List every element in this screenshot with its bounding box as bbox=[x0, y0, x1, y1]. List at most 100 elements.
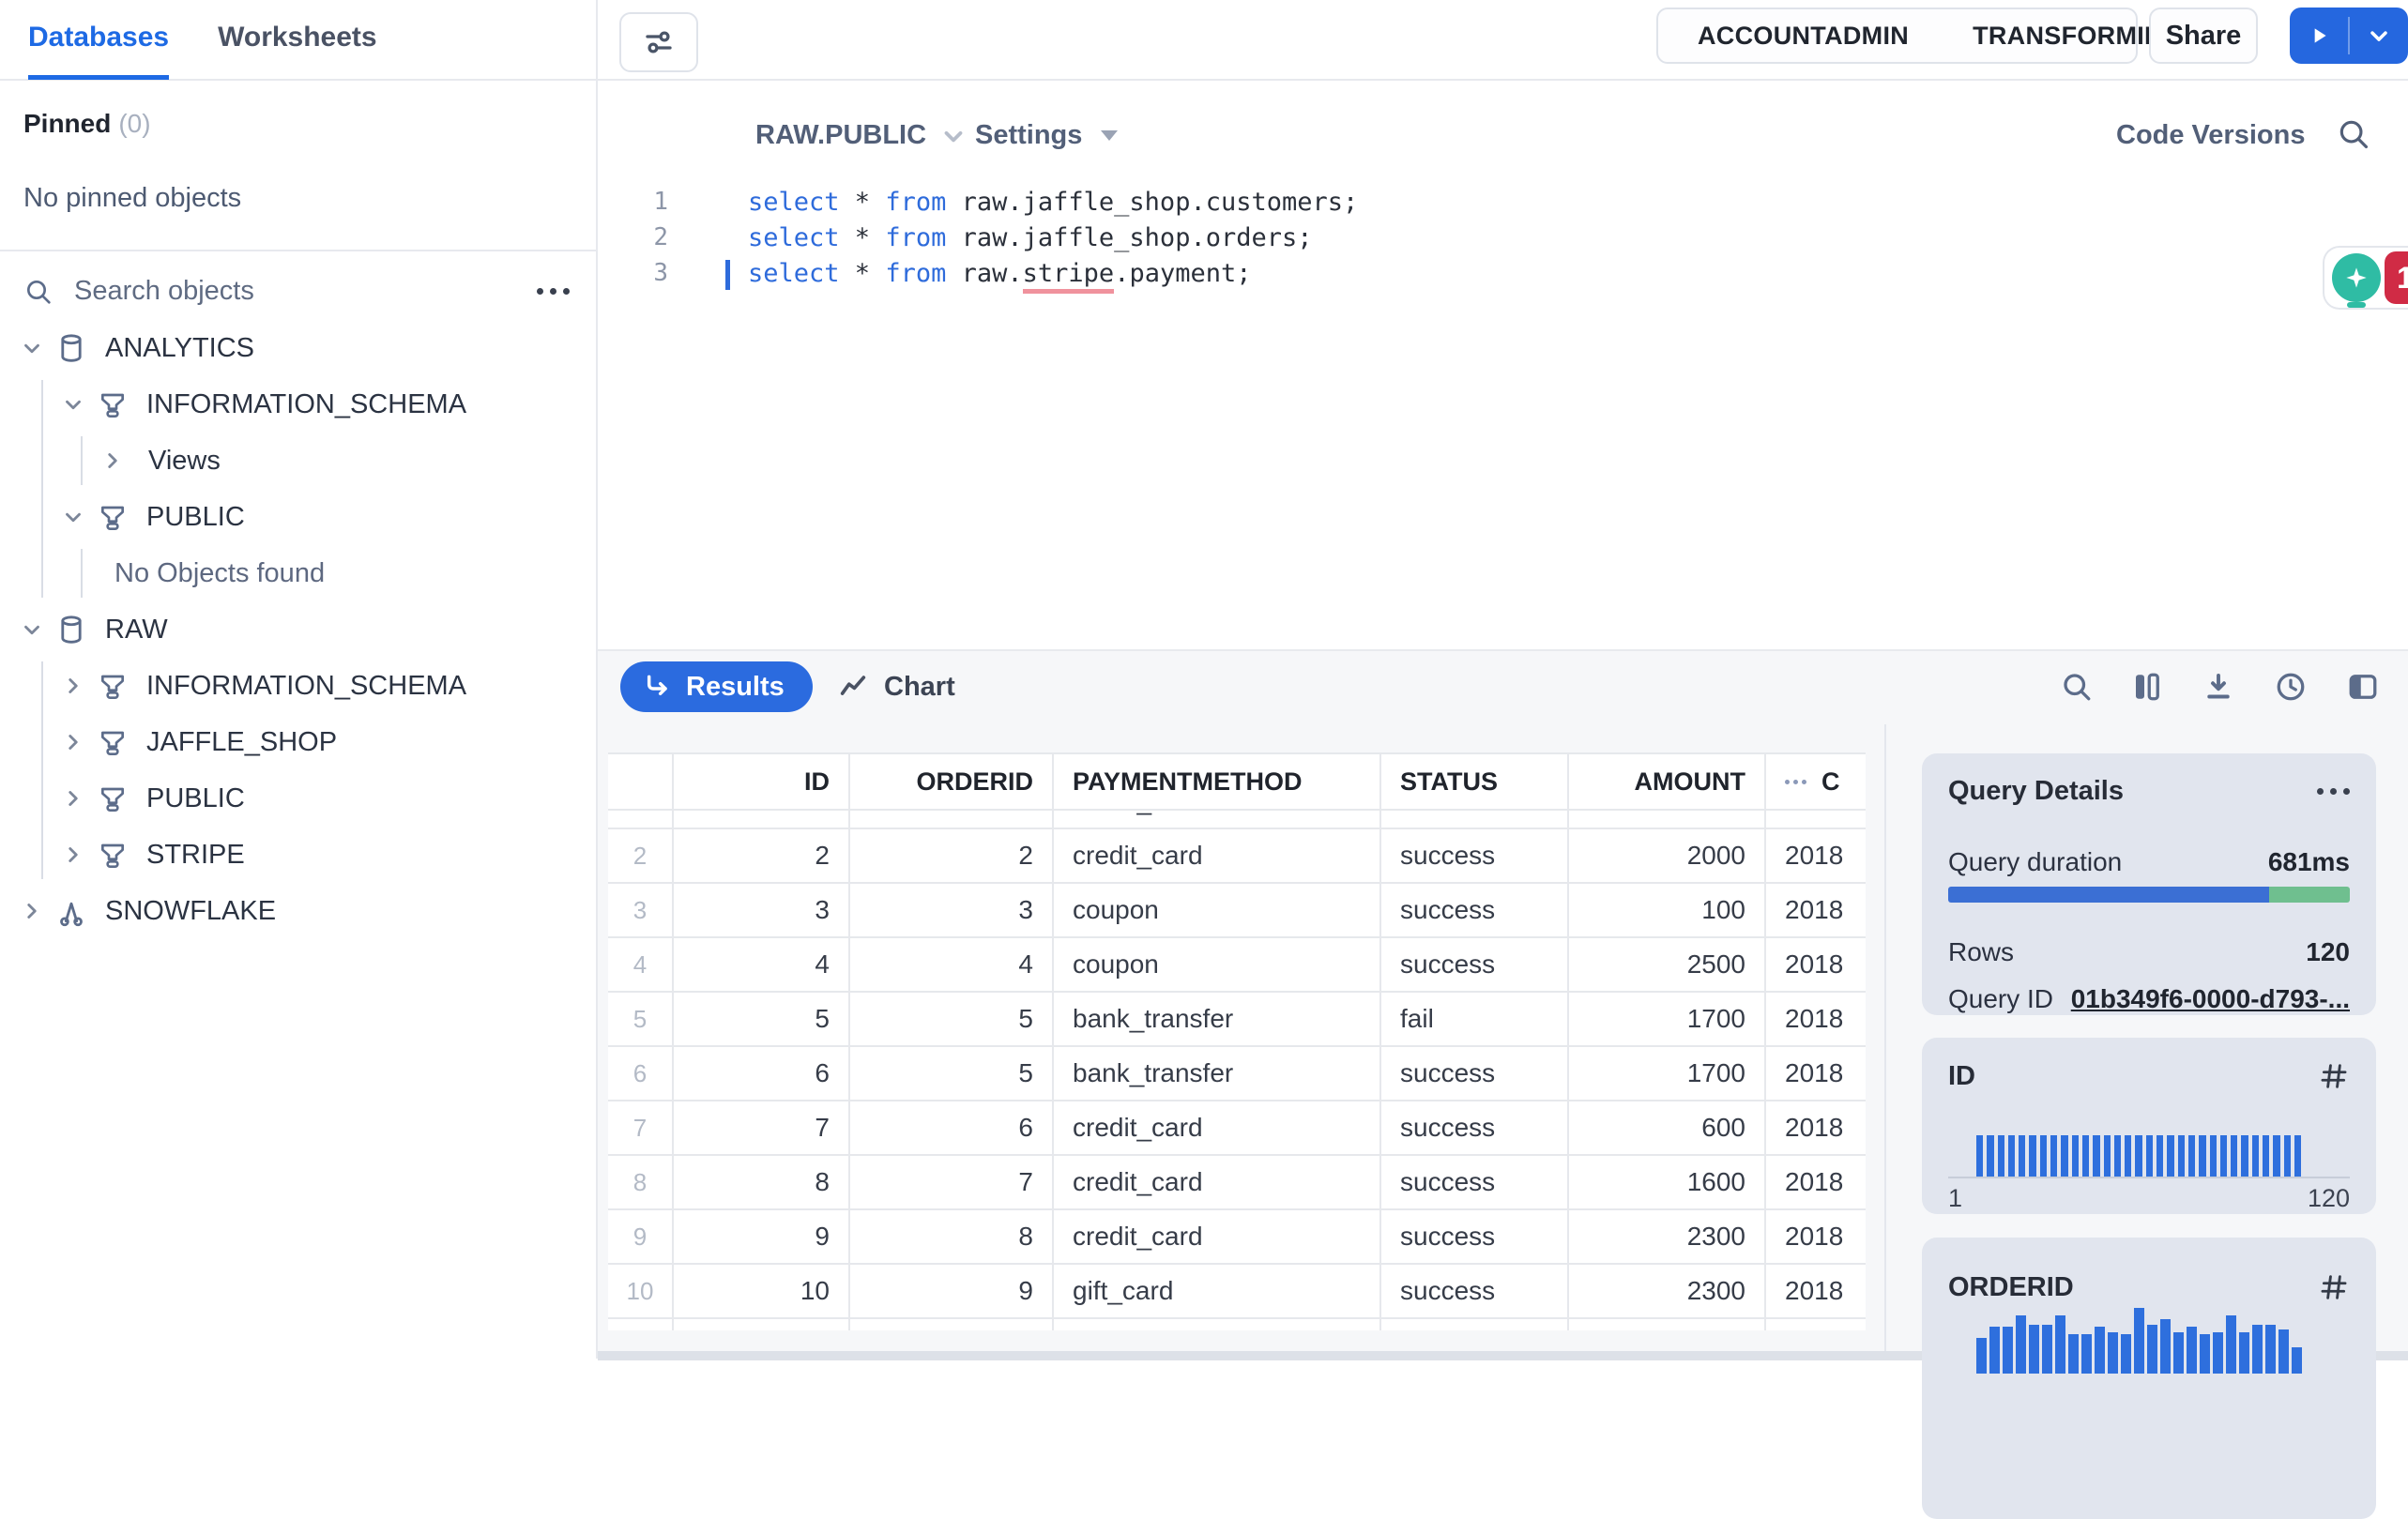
cell-amount[interactable]: 1700 bbox=[1569, 993, 1766, 1045]
column-header-paymentmethod[interactable]: PAYMENTMETHOD bbox=[1054, 754, 1381, 809]
error-count-badge[interactable]: 1 bbox=[2385, 251, 2408, 304]
row-number-cell[interactable]: 7 bbox=[608, 1101, 674, 1154]
cell-created[interactable]: 2018 bbox=[1785, 1276, 1844, 1305]
hash-numeric-icon[interactable] bbox=[2318, 1271, 2350, 1303]
tree-item-information-schema[interactable]: INFORMATION_SCHEMA bbox=[0, 376, 596, 433]
cell-id[interactable]: 6 bbox=[674, 1047, 850, 1100]
cell-paymentmethod[interactable]: credit_card bbox=[1054, 1210, 1381, 1263]
cell-created[interactable]: 2018 bbox=[1785, 895, 1844, 924]
tree-item-analytics[interactable]: ANALYTICS bbox=[0, 320, 596, 376]
tree-item-raw[interactable]: RAW bbox=[0, 601, 596, 658]
editor-search-button[interactable] bbox=[2336, 116, 2371, 152]
lightbulb-suggestion-icon[interactable] bbox=[2332, 253, 2381, 308]
tab-chart[interactable]: Chart bbox=[837, 661, 955, 712]
chevron-down-icon[interactable] bbox=[13, 336, 51, 360]
cell-orderid[interactable]: 8 bbox=[850, 1210, 1054, 1263]
column-header-amount[interactable]: AMOUNT bbox=[1569, 754, 1766, 809]
code-area[interactable]: 1 select * from raw.jaffle_shop.customers… bbox=[598, 184, 2408, 294]
cell-id[interactable]: 3 bbox=[674, 884, 850, 936]
cell-orderid[interactable]: 2 bbox=[850, 829, 1054, 882]
cell-status[interactable]: success bbox=[1381, 1101, 1569, 1154]
cell-id[interactable]: 2 bbox=[674, 829, 850, 882]
chevron-right-icon[interactable] bbox=[94, 448, 131, 473]
cell-created[interactable]: 2018 bbox=[1785, 1004, 1844, 1033]
column-header-status[interactable]: STATUS bbox=[1381, 754, 1569, 809]
cell-created[interactable]: 2018 bbox=[1785, 1167, 1844, 1196]
row-number-header[interactable] bbox=[608, 754, 674, 809]
cell-orderid[interactable]: 9 bbox=[850, 1265, 1054, 1317]
code-line-3[interactable]: 3 select * from raw.stripe.payment; bbox=[598, 255, 2408, 294]
cell-paymentmethod[interactable]: credit_card bbox=[1054, 1101, 1381, 1154]
cell-paymentmethod[interactable]: credit_card bbox=[1054, 829, 1381, 882]
cell-id[interactable]: 4 bbox=[674, 938, 850, 991]
cell-paymentmethod[interactable]: bank_transfer bbox=[1054, 1047, 1381, 1100]
search-results-button[interactable] bbox=[2060, 670, 2094, 704]
tab-databases[interactable]: Databases bbox=[28, 0, 170, 80]
tree-item-public[interactable]: PUBLIC bbox=[0, 489, 596, 545]
cell-created[interactable]: 2018 bbox=[1785, 949, 1844, 979]
row-number-cell[interactable]: 8 bbox=[608, 1156, 674, 1208]
tree-item-information-schema[interactable]: INFORMATION_SCHEMA bbox=[0, 658, 596, 714]
run-options-button[interactable] bbox=[2350, 8, 2408, 64]
columns-button[interactable] bbox=[2130, 670, 2164, 704]
code-versions-link[interactable]: Code Versions bbox=[2116, 120, 2306, 150]
cell-amount[interactable]: 2000 bbox=[1569, 829, 1766, 882]
tree-item-snowflake[interactable]: SNOWFLAKE bbox=[0, 883, 596, 939]
tree-item-public[interactable]: PUBLIC bbox=[0, 770, 596, 827]
row-number-cell[interactable]: 4 bbox=[608, 938, 674, 991]
cell-status[interactable]: success bbox=[1381, 1265, 1569, 1317]
cell-orderid[interactable]: 5 bbox=[850, 993, 1054, 1045]
code-line-1[interactable]: 1 select * from raw.jaffle_shop.customers… bbox=[598, 184, 2408, 220]
cell-id[interactable]: 9 bbox=[674, 1210, 850, 1263]
cell-amount[interactable]: 2500 bbox=[1569, 938, 1766, 991]
tree-item-jaffle-shop[interactable]: JAFFLE_SHOP bbox=[0, 714, 596, 770]
cell-orderid[interactable]: 7 bbox=[850, 1156, 1054, 1208]
cell-status[interactable]: success bbox=[1381, 829, 1569, 882]
cell-paymentmethod[interactable]: credit_card bbox=[1054, 1156, 1381, 1208]
cell-id[interactable]: 7 bbox=[674, 1101, 850, 1154]
row-number-cell[interactable]: 5 bbox=[608, 993, 674, 1045]
query-details-menu[interactable] bbox=[2317, 788, 2350, 795]
share-button[interactable]: Share bbox=[2149, 8, 2258, 64]
cell-status[interactable]: success bbox=[1381, 938, 1569, 991]
cell-orderid[interactable]: 4 bbox=[850, 938, 1054, 991]
cell-paymentmethod[interactable]: gift_card bbox=[1054, 1265, 1381, 1317]
chevron-right-icon[interactable] bbox=[54, 786, 92, 811]
cell-status[interactable]: success bbox=[1381, 1210, 1569, 1263]
run-button[interactable] bbox=[2290, 8, 2348, 64]
cell-created[interactable]: 2018 bbox=[1785, 1113, 1844, 1142]
cell-amount[interactable]: 1700 bbox=[1569, 1047, 1766, 1100]
column-header-c[interactable]: C bbox=[1766, 754, 1866, 809]
column-overflow-menu[interactable] bbox=[1785, 779, 1806, 784]
row-number-cell[interactable]: 6 bbox=[608, 1047, 674, 1100]
chevron-right-icon[interactable] bbox=[54, 674, 92, 698]
row-number-cell[interactable]: 9 bbox=[608, 1210, 674, 1263]
chevron-right-icon[interactable] bbox=[54, 843, 92, 867]
chevron-down-icon[interactable] bbox=[54, 505, 92, 529]
search-input[interactable]: Search objects bbox=[74, 276, 254, 306]
cell-status[interactable]: success bbox=[1381, 1156, 1569, 1208]
horizontal-scrollbar[interactable] bbox=[598, 1351, 2408, 1360]
cell-created[interactable]: 2018 bbox=[1785, 1222, 1844, 1251]
cell-amount[interactable]: 100 bbox=[1569, 884, 1766, 936]
hash-numeric-icon[interactable] bbox=[2318, 1060, 2350, 1092]
cell-created[interactable]: 2018 bbox=[1785, 1058, 1844, 1087]
chevron-down-icon[interactable] bbox=[13, 617, 51, 642]
query-id-link[interactable]: 01b349f6-0000-d793-... bbox=[2070, 984, 2350, 1013]
cell-status[interactable]: fail bbox=[1381, 993, 1569, 1045]
chevron-down-icon[interactable] bbox=[54, 392, 92, 417]
search-objects-row[interactable]: Search objects bbox=[0, 251, 596, 316]
toggle-panel-button[interactable] bbox=[2346, 670, 2380, 704]
row-number-cell[interactable]: 10 bbox=[608, 1265, 674, 1317]
cell-amount[interactable]: 1600 bbox=[1569, 1156, 1766, 1208]
cell-orderid[interactable]: 5 bbox=[850, 1047, 1054, 1100]
cell-paymentmethod[interactable]: coupon bbox=[1054, 938, 1381, 991]
chevron-right-icon[interactable] bbox=[54, 730, 92, 754]
cell-orderid[interactable]: 6 bbox=[850, 1101, 1054, 1154]
row-number-cell[interactable]: 3 bbox=[608, 884, 674, 936]
download-button[interactable] bbox=[2202, 670, 2235, 704]
filters-button[interactable] bbox=[619, 12, 698, 72]
code-line-2[interactable]: 2 select * from raw.jaffle_shop.orders; bbox=[598, 220, 2408, 255]
cell-amount[interactable]: 2300 bbox=[1569, 1210, 1766, 1263]
cell-created[interactable]: 2018 bbox=[1785, 841, 1844, 870]
